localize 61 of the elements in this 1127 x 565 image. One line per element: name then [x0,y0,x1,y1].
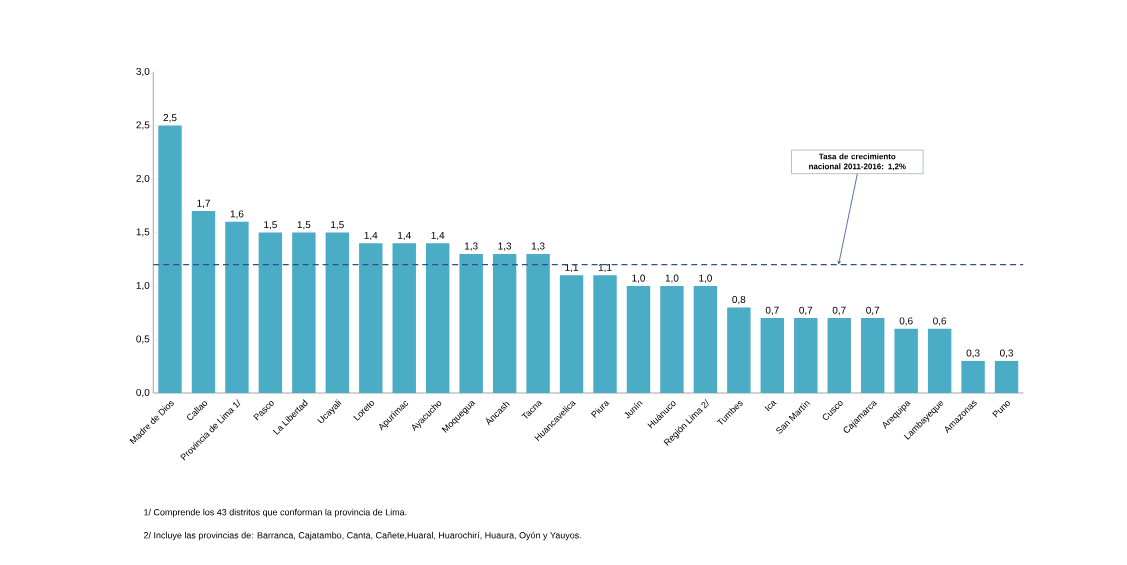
bar [860,318,885,393]
bar [660,286,684,393]
bar [158,125,182,393]
bar [894,328,918,393]
x-tick-label: Ica [764,401,777,412]
data-label: 1,4 [431,231,445,241]
data-label: 1,5 [331,221,344,230]
bar [292,232,316,393]
data-label: 1,0 [665,274,679,283]
data-label: 1,3 [531,242,545,251]
bar [961,360,985,393]
bar [191,211,216,393]
data-label: 1,3 [465,242,478,251]
bar [626,286,651,393]
data-label: 0,3 [1000,349,1014,358]
data-label: 1,5 [264,221,277,230]
text: 2/ Incluye las provincias de: Barranca, Cajatambo, Canta, Cañete,Huaral, Huarochirí, Huaura, Oyón y Yauyos. [143,531,581,541]
bar [392,243,416,393]
data-label: 0,6 [899,317,913,326]
y-tick-label: 2,0 [136,174,150,184]
y-tick-label: 2,5 [136,121,150,130]
bar [727,307,751,393]
bar [760,318,785,393]
y-tick-label: 0,0 [136,388,150,398]
data-label: 2,5 [163,114,177,123]
data-label: 1,4 [398,231,411,241]
data-label: 0,8 [732,295,746,305]
data-label: 0,7 [866,306,880,315]
y-tick-label: 1,0 [136,281,150,291]
data-label: 1,0 [699,274,712,283]
bar [425,243,450,393]
data-label: 0,7 [799,306,813,315]
bar [794,318,818,393]
y-tick-label: 3,0 [136,67,150,77]
y-tick-label: 1,5 [136,228,150,237]
data-label: 1,6 [230,210,244,219]
data-label: 1,5 [297,221,311,230]
bar [459,253,483,393]
bar [225,221,249,393]
data-label: 0,7 [832,306,846,315]
text: 1/ Comprende los 43 distritos que conforman la provincia de Lima. [144,508,407,518]
bar [325,232,350,393]
data-label: 1,4 [364,231,378,241]
bar [994,360,1019,393]
data-label: 1,1 [598,263,612,273]
data-label: 1,0 [632,274,646,283]
bar [492,253,517,393]
bar [559,275,584,393]
bar [927,328,952,393]
bar [827,318,851,393]
bar [359,243,383,393]
y-tick-label: 0,5 [136,335,150,344]
data-label: 1,7 [197,199,210,208]
data-label: 1,3 [498,242,512,251]
bar [593,275,617,393]
bar [526,253,550,393]
bar [258,232,283,393]
data-label: 0,6 [933,317,947,326]
data-label: 0,7 [765,306,779,315]
data-label: 0,3 [966,349,980,358]
bar [693,286,718,393]
